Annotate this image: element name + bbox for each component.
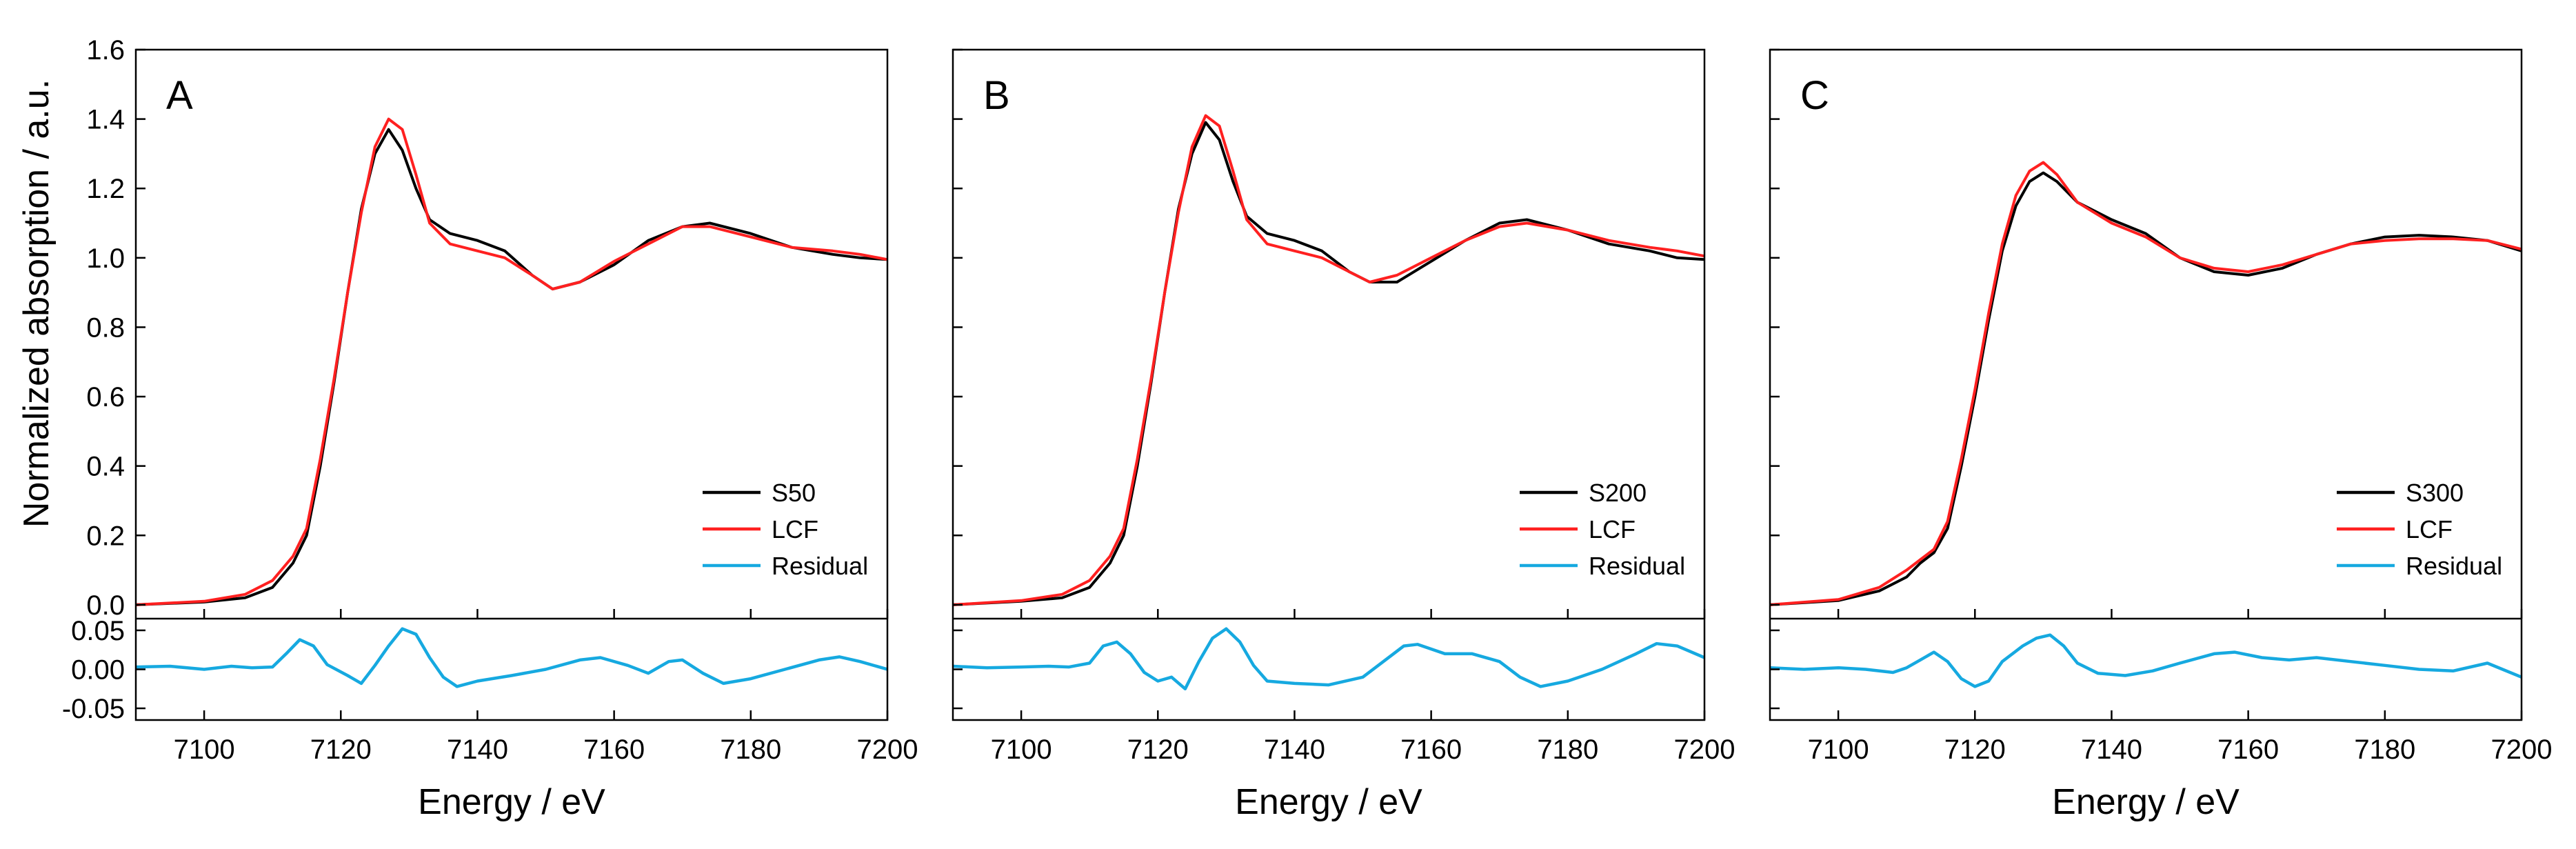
y-tick-label-main-1: 0.2 xyxy=(86,521,125,551)
y-tick-label-main-6: 1.2 xyxy=(86,174,125,204)
y-tick-label-residual-0: 0.05 xyxy=(71,616,125,646)
y-tick-label-residual-2: -0.05 xyxy=(62,694,125,724)
y-tick-label-main-7: 1.4 xyxy=(86,105,125,135)
x-tick-label-c-5: 7200 xyxy=(2491,735,2553,765)
sample-line-b xyxy=(953,121,1704,606)
residual-lines-c xyxy=(1770,633,2522,688)
x-tick-label-c-0: 7100 xyxy=(1808,735,1869,765)
main-lines-a xyxy=(136,117,887,606)
x-tick-label-a-4: 7180 xyxy=(720,735,781,765)
panel-letter-c: C xyxy=(1800,73,1829,118)
legend-label-lcf-a: LCF xyxy=(772,515,818,543)
x-tick-label-c-3: 7160 xyxy=(2217,735,2279,765)
x-tick-label-b-2: 7140 xyxy=(1264,735,1325,765)
legend-label-sample-c: S300 xyxy=(2406,479,2464,507)
panel-frame-a xyxy=(134,48,889,721)
x-tick-label-b-5: 7200 xyxy=(1674,735,1735,765)
x-axis-title-a: Energy / eV xyxy=(418,782,605,822)
x-tick-label-b-3: 7160 xyxy=(1400,735,1462,765)
panel-c: C S300 LCF Residual Energy / eV 7100 7120… xyxy=(1769,48,2553,822)
panel-frame-b xyxy=(952,48,1706,721)
lcf-line-a xyxy=(136,117,887,606)
x-axis-title-c: Energy / eV xyxy=(2052,782,2240,822)
legend-label-lcf-c: LCF xyxy=(2406,515,2453,543)
residual-line-b xyxy=(953,627,1704,691)
legend-label-residual-b: Residual xyxy=(1589,552,1685,580)
legend-label-residual-a: Residual xyxy=(772,552,868,580)
x-tick-label-a-1: 7120 xyxy=(310,735,372,765)
panel-a: A S50 LCF Residual Energy / eV 7100 7120 7… xyxy=(62,35,918,822)
x-tick-label-b-4: 7180 xyxy=(1537,735,1598,765)
x-tick-label-a-0: 7100 xyxy=(174,735,235,765)
residual-line-c xyxy=(1770,633,2522,688)
x-tick-label-a-5: 7200 xyxy=(857,735,918,765)
x-tick-label-a-3: 7160 xyxy=(583,735,645,765)
y-tick-label-main-5: 1.0 xyxy=(86,243,125,274)
y-tick-label-main-0: 0.0 xyxy=(86,590,125,621)
lcf-line-c xyxy=(1770,161,2522,606)
y-tick-label-main-3: 0.6 xyxy=(86,382,125,412)
x-tick-label-c-4: 7180 xyxy=(2354,735,2415,765)
legend-label-lcf-b: LCF xyxy=(1589,515,1636,543)
x-tick-label-b-0: 7100 xyxy=(991,735,1052,765)
sample-line-a xyxy=(136,128,887,606)
y-tick-label-main-4: 0.8 xyxy=(86,312,125,343)
legend-label-sample-b: S200 xyxy=(1589,479,1647,507)
x-axis-title-b: Energy / eV xyxy=(1235,782,1422,822)
residual-line-a xyxy=(136,627,887,688)
panel-letter-a: A xyxy=(166,73,193,118)
panel-frame-c xyxy=(1769,48,2523,721)
legend-label-sample-a: S50 xyxy=(772,479,816,507)
main-lines-c xyxy=(1770,161,2522,606)
y-tick-label-main-2: 0.4 xyxy=(86,452,125,482)
legend-label-residual-c: Residual xyxy=(2406,552,2502,580)
lcf-line-b xyxy=(953,114,1704,606)
y-tick-label-residual-1: 0.00 xyxy=(71,655,125,686)
x-tick-label-c-1: 7120 xyxy=(1944,735,2006,765)
y-tick-label-main-8: 1.6 xyxy=(86,35,125,66)
main-lines-b xyxy=(953,114,1704,606)
panel-b: B S200 LCF Residual Energy / eV 7100 7120… xyxy=(952,48,1735,822)
panel-letter-b: B xyxy=(983,73,1010,118)
x-tick-label-a-2: 7140 xyxy=(447,735,508,765)
residual-lines-b xyxy=(953,627,1704,691)
residual-lines-a xyxy=(136,627,887,688)
x-tick-label-b-1: 7120 xyxy=(1127,735,1189,765)
y-axis-title: Normalized absorption / a.u. xyxy=(17,79,57,528)
x-tick-label-c-2: 7140 xyxy=(2081,735,2142,765)
